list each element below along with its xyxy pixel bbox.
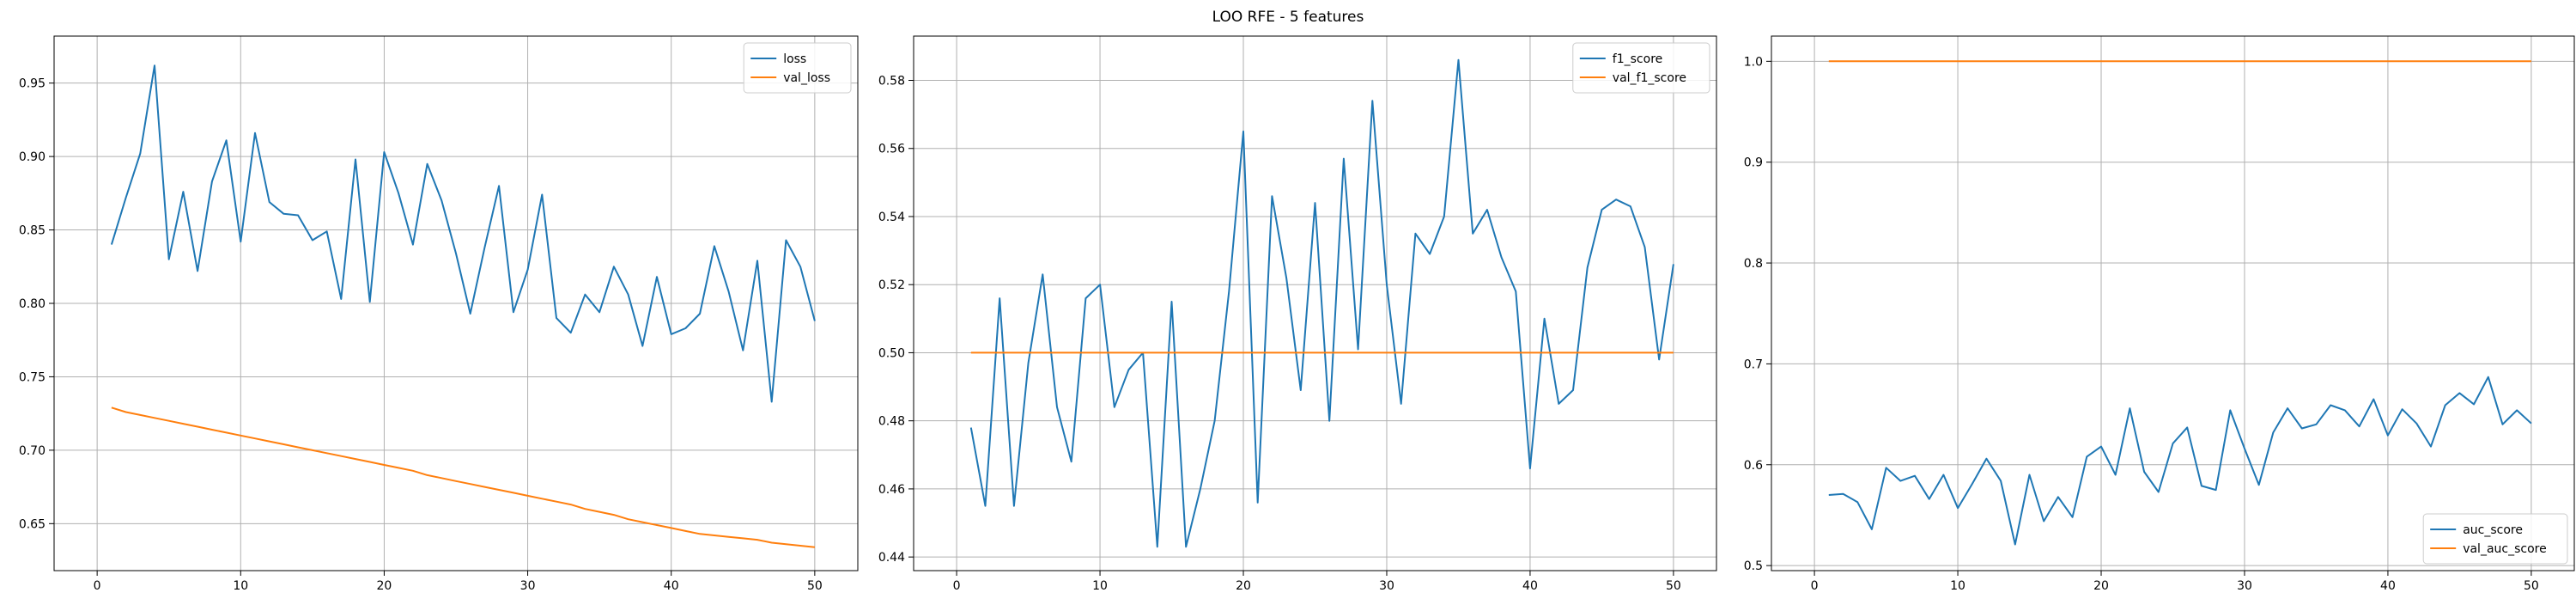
legend-label: f1_score <box>1613 52 1662 66</box>
y-tick-label: 0.85 <box>19 224 46 238</box>
legend-box <box>2422 513 2568 565</box>
legend: f1_score val_f1_score <box>1572 42 1710 94</box>
axes-frame <box>1771 35 2575 571</box>
y-tick-label: 0.5 <box>1744 559 1763 573</box>
legend: loss val_loss <box>743 42 852 94</box>
x-tick-label: 20 <box>377 579 392 593</box>
x-tick-label: 10 <box>233 579 248 593</box>
legend-label: val_auc_score <box>2463 542 2547 556</box>
legend-box <box>743 42 852 94</box>
y-tick-label: 0.46 <box>878 483 905 497</box>
y-tick-label: 0.56 <box>878 143 905 156</box>
x-tick-label: 10 <box>1092 579 1108 593</box>
y-tick-label: 0.44 <box>878 551 905 565</box>
x-tick-label: 50 <box>1666 579 1681 593</box>
x-tick-label: 20 <box>2093 579 2109 593</box>
x-tick-label: 40 <box>664 579 679 593</box>
y-tick-label: 0.9 <box>1744 156 1763 170</box>
x-tick-label: 10 <box>1950 579 1965 593</box>
y-tick-label: 0.6 <box>1744 459 1763 473</box>
series-line-val-loss <box>111 406 816 548</box>
x-tick-label: 30 <box>2237 579 2252 593</box>
y-tick-label: 1.0 <box>1744 55 1763 69</box>
series-line-f1-score <box>969 58 1674 548</box>
y-tick-label: 0.90 <box>19 150 46 164</box>
legend-box <box>1572 42 1710 94</box>
y-tick-label: 0.95 <box>19 77 46 91</box>
legend-label: val_f1_score <box>1613 71 1686 85</box>
x-tick-label: 20 <box>1236 579 1251 593</box>
y-tick-label: 0.8 <box>1744 257 1763 271</box>
axes-frame <box>913 35 1717 571</box>
y-tick-label: 0.80 <box>19 297 46 311</box>
y-tick-label: 0.48 <box>878 415 905 429</box>
legend-label: auc_score <box>2463 523 2523 537</box>
chart-panel-1: 0 10 20 30 40 50 0.65 0.70 0.75 0.80 0.85 0.90 0.95 l… <box>19 35 859 593</box>
x-tick-label: 0 <box>953 579 961 593</box>
y-tick-label: 0.65 <box>19 517 46 531</box>
chart-panel-2: 0 10 20 30 40 50 0.44 0.46 0.48 0.50 0.52 0.54 0.56 0… <box>878 35 1717 593</box>
legend-label: val_loss <box>783 71 830 85</box>
y-tick-label: 0.58 <box>878 75 905 89</box>
series-line-loss <box>110 64 816 403</box>
axes-frame <box>53 35 859 571</box>
y-tick-label: 0.52 <box>878 278 905 292</box>
legend-label: loss <box>783 52 806 66</box>
legend: auc_score val_auc_score <box>2422 513 2568 565</box>
y-tick-label: 0.7 <box>1744 358 1763 371</box>
y-tick-label: 0.70 <box>19 444 46 458</box>
x-tick-label: 30 <box>1379 579 1394 593</box>
series-line-auc-score <box>1828 376 2532 546</box>
x-tick-label: 40 <box>2380 579 2396 593</box>
chart-panel-3: 0 10 20 30 40 50 0.5 0.6 0.7 0.8 0.9 1.0 auc_scoreva… <box>1744 35 2575 593</box>
x-tick-label: 30 <box>520 579 536 593</box>
x-tick-label: 0 <box>94 579 101 593</box>
x-tick-label: 0 <box>1811 579 1819 593</box>
figure-title: LOO RFE - 5 features <box>1212 9 1364 26</box>
y-tick-label: 0.54 <box>878 211 905 224</box>
y-tick-label: 0.75 <box>19 370 46 384</box>
y-tick-label: 0.50 <box>878 346 905 360</box>
x-tick-label: 50 <box>807 579 823 593</box>
x-tick-label: 40 <box>1522 579 1538 593</box>
x-tick-label: 50 <box>2524 579 2539 593</box>
